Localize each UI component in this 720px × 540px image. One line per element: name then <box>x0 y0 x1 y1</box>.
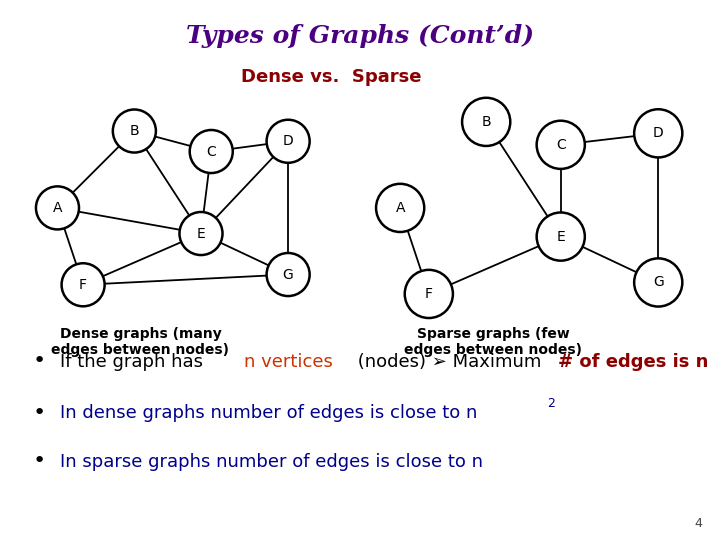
Text: C: C <box>207 145 216 159</box>
Circle shape <box>62 264 104 306</box>
Text: Dense vs.  Sparse: Dense vs. Sparse <box>241 68 421 85</box>
Text: F: F <box>425 287 433 301</box>
Text: Dense graphs (many
edges between nodes): Dense graphs (many edges between nodes) <box>51 327 230 357</box>
Circle shape <box>266 120 310 163</box>
Text: E: E <box>197 226 205 240</box>
Circle shape <box>179 212 222 255</box>
Text: •: • <box>32 402 45 422</box>
Text: F: F <box>79 278 87 292</box>
Circle shape <box>376 184 424 232</box>
Text: (nodes) ➢ Maximum: (nodes) ➢ Maximum <box>352 353 547 371</box>
Circle shape <box>634 258 683 307</box>
Text: n vertices: n vertices <box>244 353 333 371</box>
Text: Sparse graphs (few
edges between nodes): Sparse graphs (few edges between nodes) <box>404 327 582 357</box>
Text: D: D <box>653 126 664 140</box>
Circle shape <box>36 186 79 230</box>
Text: B: B <box>130 124 139 138</box>
Circle shape <box>266 253 310 296</box>
Text: G: G <box>283 267 294 281</box>
Text: In dense graphs number of edges is close to n: In dense graphs number of edges is close… <box>60 404 477 422</box>
Text: A: A <box>53 201 62 215</box>
Text: If the graph has: If the graph has <box>60 353 209 371</box>
Circle shape <box>113 110 156 152</box>
Text: 2: 2 <box>547 396 555 410</box>
Circle shape <box>405 270 453 318</box>
Text: G: G <box>653 275 664 289</box>
Circle shape <box>634 109 683 158</box>
Circle shape <box>536 121 585 169</box>
Text: E: E <box>557 230 565 244</box>
Text: A: A <box>395 201 405 215</box>
Text: D: D <box>283 134 294 149</box>
Circle shape <box>462 98 510 146</box>
Text: Types of Graphs (Cont’d): Types of Graphs (Cont’d) <box>186 24 534 48</box>
Text: In sparse graphs number of edges is close to n: In sparse graphs number of edges is clos… <box>60 453 482 471</box>
Text: # of edges is n: # of edges is n <box>558 353 708 371</box>
Text: B: B <box>482 115 491 129</box>
Circle shape <box>536 212 585 261</box>
Text: 4: 4 <box>694 517 702 530</box>
Circle shape <box>189 130 233 173</box>
Text: •: • <box>32 451 45 471</box>
Text: •: • <box>32 351 45 371</box>
Text: C: C <box>556 138 566 152</box>
